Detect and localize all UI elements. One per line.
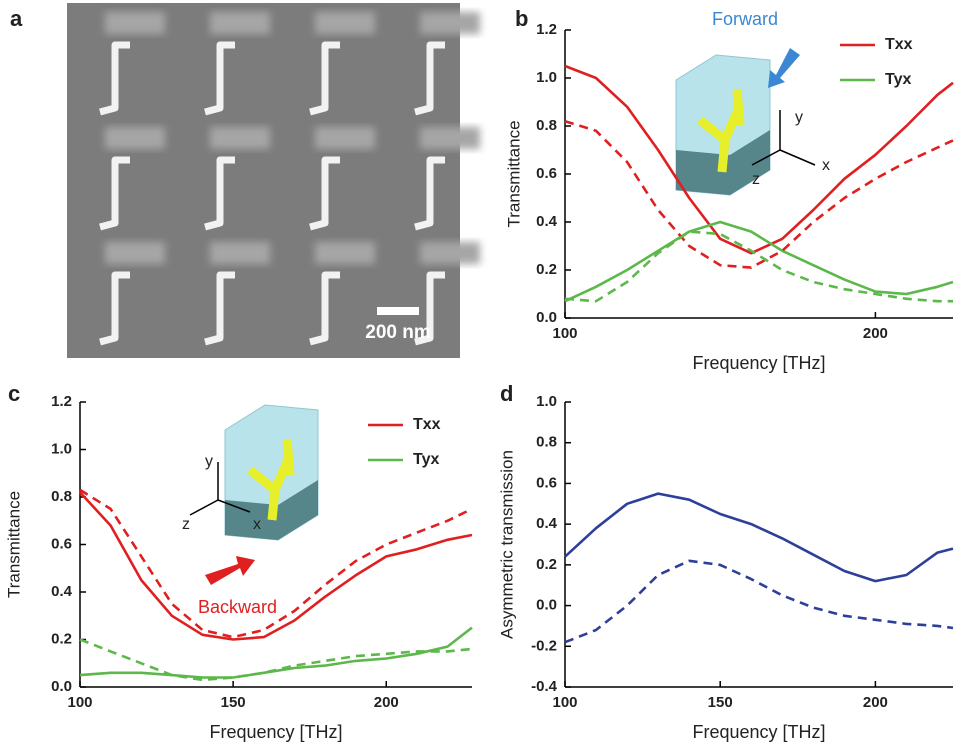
sem-blur <box>315 127 375 149</box>
y-tick-label: 0.6 <box>536 165 557 182</box>
sem-blur <box>210 12 270 34</box>
line-series <box>79 491 473 641</box>
axis-arrow <box>779 149 816 166</box>
x-tick-label: 150 <box>221 694 246 711</box>
y-tick-label: 0.6 <box>536 474 557 491</box>
annotation: Backward <box>198 597 277 617</box>
y-tick-label: 1.2 <box>51 393 72 410</box>
y-tick-label: 0.8 <box>536 117 557 134</box>
y-tick-label: 0.4 <box>536 515 558 532</box>
line-series <box>79 626 473 679</box>
panel-label: b <box>515 6 528 31</box>
legend-label: Txx <box>885 36 913 53</box>
axis-label: z <box>752 171 760 188</box>
axis-label: z <box>182 516 190 533</box>
line-series <box>79 488 473 639</box>
y-tick-label: 1.0 <box>536 393 557 410</box>
y-tick-label: 0.8 <box>536 434 557 451</box>
x-tick-label: 100 <box>67 694 92 711</box>
y-tick-label: 0.2 <box>536 556 557 573</box>
sem-image <box>67 3 480 358</box>
sem-resonator <box>309 41 340 116</box>
sem-blur <box>210 127 270 149</box>
sem-resonator <box>414 271 445 346</box>
y-tick-label: 0.6 <box>51 535 72 552</box>
sem-resonator <box>204 271 235 346</box>
sem-resonator <box>99 41 130 116</box>
scale-bar <box>377 307 419 315</box>
sem-resonator <box>204 41 235 116</box>
y-axis-title: Asymmetric transmission <box>497 450 516 639</box>
sem-blur <box>420 127 480 149</box>
axis-arrow <box>217 499 251 513</box>
axis-arrow <box>751 149 781 166</box>
sem-resonator <box>414 156 445 231</box>
y-axis-title: Transmittance <box>504 120 523 227</box>
y-tick-label: 0.4 <box>51 583 73 600</box>
y-tick-label: 1.0 <box>51 440 72 457</box>
sem-blur <box>420 242 480 264</box>
sem-blur <box>420 12 480 34</box>
axis-label: x <box>822 157 830 174</box>
x-axis-title: Frequency [THz] <box>692 722 825 742</box>
legend-label: Tyx <box>413 451 439 468</box>
inset-forward <box>675 48 816 196</box>
legend-label: Txx <box>413 416 441 433</box>
line-series <box>564 230 953 303</box>
sem-resonator <box>204 156 235 231</box>
x-axis-title: Frequency [THz] <box>692 353 825 373</box>
y-tick-label: 0.4 <box>536 213 558 230</box>
sem-resonator <box>309 271 340 346</box>
panel-label: a <box>10 6 23 31</box>
y-tick-label: 0.8 <box>51 488 72 505</box>
y-tick-label: 0.0 <box>536 309 557 326</box>
panel-label: c <box>8 381 20 406</box>
sem-blur <box>315 12 375 34</box>
x-tick-label: 200 <box>863 694 888 711</box>
legend-label: Tyx <box>885 71 911 88</box>
y-tick-label: 1.0 <box>536 69 557 86</box>
line-series <box>564 559 954 644</box>
x-tick-label: 200 <box>863 325 888 342</box>
axis-label: y <box>205 453 213 470</box>
x-axis-title: Frequency [THz] <box>209 722 342 742</box>
inset-backward <box>189 404 319 585</box>
sem-resonator <box>414 41 445 116</box>
annotation: Forward <box>712 9 778 29</box>
sem-resonator <box>99 271 130 346</box>
y-tick-label: -0.2 <box>531 637 557 654</box>
y-tick-label: 0.2 <box>51 630 72 647</box>
x-tick-label: 100 <box>552 325 577 342</box>
axis-arrow <box>189 499 219 516</box>
sem-resonator <box>99 156 130 231</box>
sem-blur <box>105 12 165 34</box>
y-tick-label: 0.0 <box>51 678 72 695</box>
x-tick-label: 200 <box>374 694 399 711</box>
sem-background <box>67 3 460 358</box>
axis-label: x <box>253 516 261 533</box>
x-tick-label: 150 <box>708 694 733 711</box>
structure <box>247 439 295 521</box>
sem-blur <box>315 242 375 264</box>
x-tick-label: 100 <box>552 694 577 711</box>
sem-blur <box>105 127 165 149</box>
arrow <box>768 48 800 88</box>
y-tick-label: 0.0 <box>536 597 557 614</box>
structure <box>697 89 745 173</box>
sem-blur <box>210 242 270 264</box>
y-axis-title: Transmittance <box>4 491 23 598</box>
line-series <box>564 220 954 303</box>
arrow <box>205 556 255 585</box>
line-series <box>564 492 954 583</box>
scale-bar-label: 200 nm <box>365 322 430 343</box>
line-series <box>564 64 954 255</box>
sem-resonator <box>309 156 340 231</box>
y-tick-label: 0.2 <box>536 261 557 278</box>
axis-label: y <box>795 109 803 126</box>
panel-label: d <box>500 381 513 406</box>
sem-blur <box>105 242 165 264</box>
y-tick-label: -0.4 <box>531 678 558 695</box>
y-tick-label: 1.2 <box>536 21 557 38</box>
